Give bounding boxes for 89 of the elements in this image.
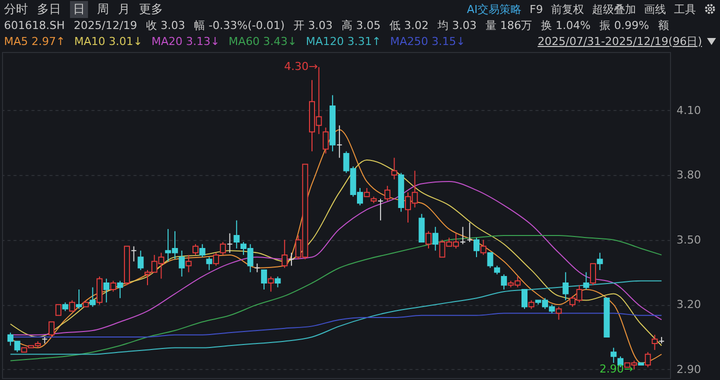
candlestick bbox=[130, 246, 137, 262]
text: 换 1.04% bbox=[541, 18, 591, 32]
candlestick bbox=[460, 226, 466, 245]
y-tick-label: 3.80 bbox=[676, 168, 701, 182]
candlestick bbox=[282, 239, 288, 268]
text: 工具 bbox=[674, 2, 696, 16]
candlestick bbox=[556, 306, 562, 320]
candlestick bbox=[206, 256, 212, 271]
annotation: 4.30→ bbox=[284, 60, 318, 74]
candlestick bbox=[521, 288, 528, 310]
candlestick bbox=[562, 272, 569, 301]
candlestick bbox=[322, 127, 329, 154]
candlestick bbox=[274, 276, 281, 288]
candlestick bbox=[192, 244, 198, 256]
candlestick bbox=[426, 230, 432, 249]
candlestick bbox=[596, 252, 603, 271]
text: 2025/07/31-2025/12/19(96日) bbox=[538, 34, 702, 48]
candlestick bbox=[391, 157, 398, 180]
text: 前复权 bbox=[551, 2, 584, 16]
text: 均 3.03 bbox=[438, 18, 477, 32]
text: 日 bbox=[70, 0, 88, 18]
text: 画线 bbox=[644, 2, 666, 16]
candlestick bbox=[418, 213, 425, 242]
text: MA60 3.43↓ bbox=[228, 34, 297, 48]
line-series bbox=[10, 159, 662, 346]
candlestick bbox=[234, 220, 240, 249]
candlestick bbox=[583, 272, 590, 290]
candlestick bbox=[90, 286, 96, 308]
text: MA250 3.15↓ bbox=[390, 34, 466, 48]
text: MA5 2.97↑ bbox=[4, 34, 66, 48]
y-tick-label: 2.90 bbox=[676, 362, 701, 376]
candlestick bbox=[55, 304, 62, 316]
line-series bbox=[10, 280, 662, 355]
candlestick bbox=[261, 270, 268, 290]
text: 月 bbox=[118, 0, 130, 18]
candlestick bbox=[466, 222, 473, 242]
candlestick bbox=[590, 263, 596, 286]
text: 更多 bbox=[139, 0, 163, 18]
candlestick bbox=[117, 280, 124, 299]
text: MA10 3.01↓ bbox=[74, 34, 142, 48]
text: AI交易策略 bbox=[466, 2, 522, 16]
candlestick bbox=[610, 347, 617, 364]
candlestick bbox=[138, 250, 144, 271]
candlestick bbox=[69, 300, 76, 312]
candlestick bbox=[500, 274, 507, 290]
candlestick bbox=[110, 280, 116, 292]
candlestick bbox=[432, 226, 438, 252]
text: 高 3.05 bbox=[342, 18, 381, 32]
text: 开 3.03 bbox=[294, 18, 333, 32]
text: 额 bbox=[658, 18, 670, 32]
annotation: 2.90→ bbox=[599, 362, 634, 376]
candlestick bbox=[336, 124, 342, 158]
text: MA20 3.13↓ bbox=[151, 34, 220, 48]
candlestick bbox=[76, 288, 82, 310]
text: F9 bbox=[530, 2, 543, 16]
candlestick bbox=[480, 239, 486, 256]
text: 多日 bbox=[37, 0, 61, 18]
text: 分时 bbox=[4, 0, 28, 18]
candlestick bbox=[186, 254, 192, 273]
candlestick bbox=[96, 276, 103, 306]
candlestick bbox=[268, 276, 274, 292]
line-series bbox=[10, 235, 662, 362]
text: 幅 -0.33%(-0.01) bbox=[194, 18, 285, 32]
candlestick bbox=[487, 252, 494, 268]
y-tick-label: 3.20 bbox=[676, 298, 701, 312]
y-tick-label: 3.50 bbox=[676, 233, 701, 246]
candlestick bbox=[178, 250, 185, 278]
text: 量 186万 bbox=[486, 18, 532, 32]
candlestick bbox=[213, 252, 220, 266]
candlestick bbox=[474, 237, 480, 258]
text: 收 3.03 bbox=[146, 18, 186, 32]
candlestick bbox=[288, 252, 294, 266]
text: 低 3.02 bbox=[390, 18, 429, 32]
y-tick-label: 4.10 bbox=[676, 104, 701, 117]
text: 2025/12/19 bbox=[74, 18, 138, 32]
candlestick bbox=[378, 198, 384, 221]
candlestick bbox=[644, 352, 651, 368]
candlestick bbox=[103, 278, 110, 303]
candlestick bbox=[220, 241, 226, 256]
candlestick bbox=[226, 232, 233, 254]
text: MA120 3.31↑ bbox=[306, 34, 382, 48]
candlestick bbox=[199, 244, 206, 258]
text: 振 0.99% bbox=[600, 18, 650, 32]
candlestick bbox=[652, 334, 658, 350]
text: 超级叠加 bbox=[592, 2, 636, 16]
text: 周 bbox=[97, 0, 109, 18]
candlestick bbox=[48, 321, 55, 338]
chart-title: 601618.SH bbox=[4, 18, 65, 32]
candlestick bbox=[384, 185, 390, 202]
